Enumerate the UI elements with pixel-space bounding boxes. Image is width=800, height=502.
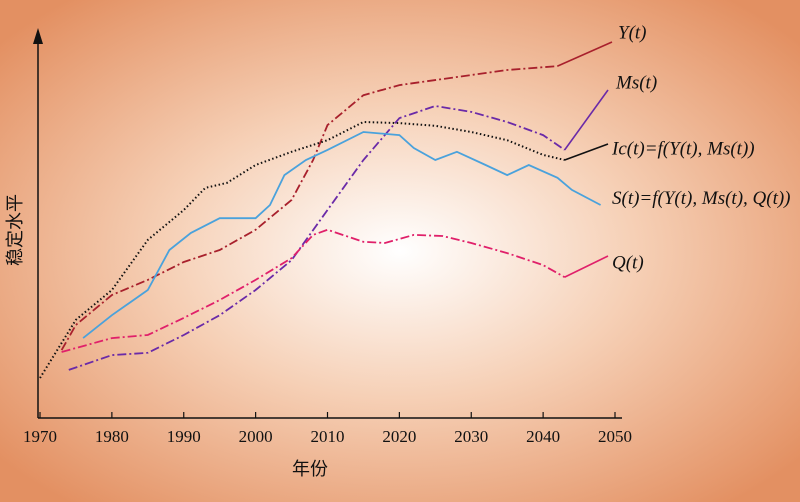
series-label: Y(t) [618, 22, 647, 43]
x-tick-label: 1990 [167, 427, 201, 446]
series-line [68, 105, 566, 371]
x-tick-label: 2030 [454, 427, 488, 446]
series-label: S(t)=f(Y(t), Ms(t), Q(t)) [612, 188, 791, 209]
series-line [60, 65, 558, 351]
x-tick-label: 2020 [382, 427, 416, 446]
leader-line [564, 143, 609, 161]
leader-line [564, 255, 609, 278]
x-axis-label: 年份 [292, 459, 328, 480]
series-line [39, 120, 565, 379]
series-label: Ic(t)=f(Y(t), Ms(t)) [611, 138, 755, 159]
x-tick-label: 2000 [239, 427, 273, 446]
x-tick-label: 2050 [598, 427, 632, 446]
leader-line [564, 89, 609, 151]
leader-line [557, 41, 613, 67]
series-label: Q(t) [612, 252, 644, 273]
x-tick-label: 1970 [23, 427, 57, 446]
y-axis-label: 稳定水平 [5, 194, 26, 266]
x-tick-label: 1980 [95, 427, 129, 446]
series-line [82, 131, 602, 339]
series-label: Ms(t) [615, 72, 657, 93]
y-axis-arrow [33, 28, 43, 44]
x-tick-label: 2010 [311, 427, 345, 446]
x-tick-label: 2040 [526, 427, 560, 446]
series-line [61, 228, 566, 353]
series-label-box: S(t)=f(Y(t), Ms(t), Q(t)) [612, 188, 791, 209]
